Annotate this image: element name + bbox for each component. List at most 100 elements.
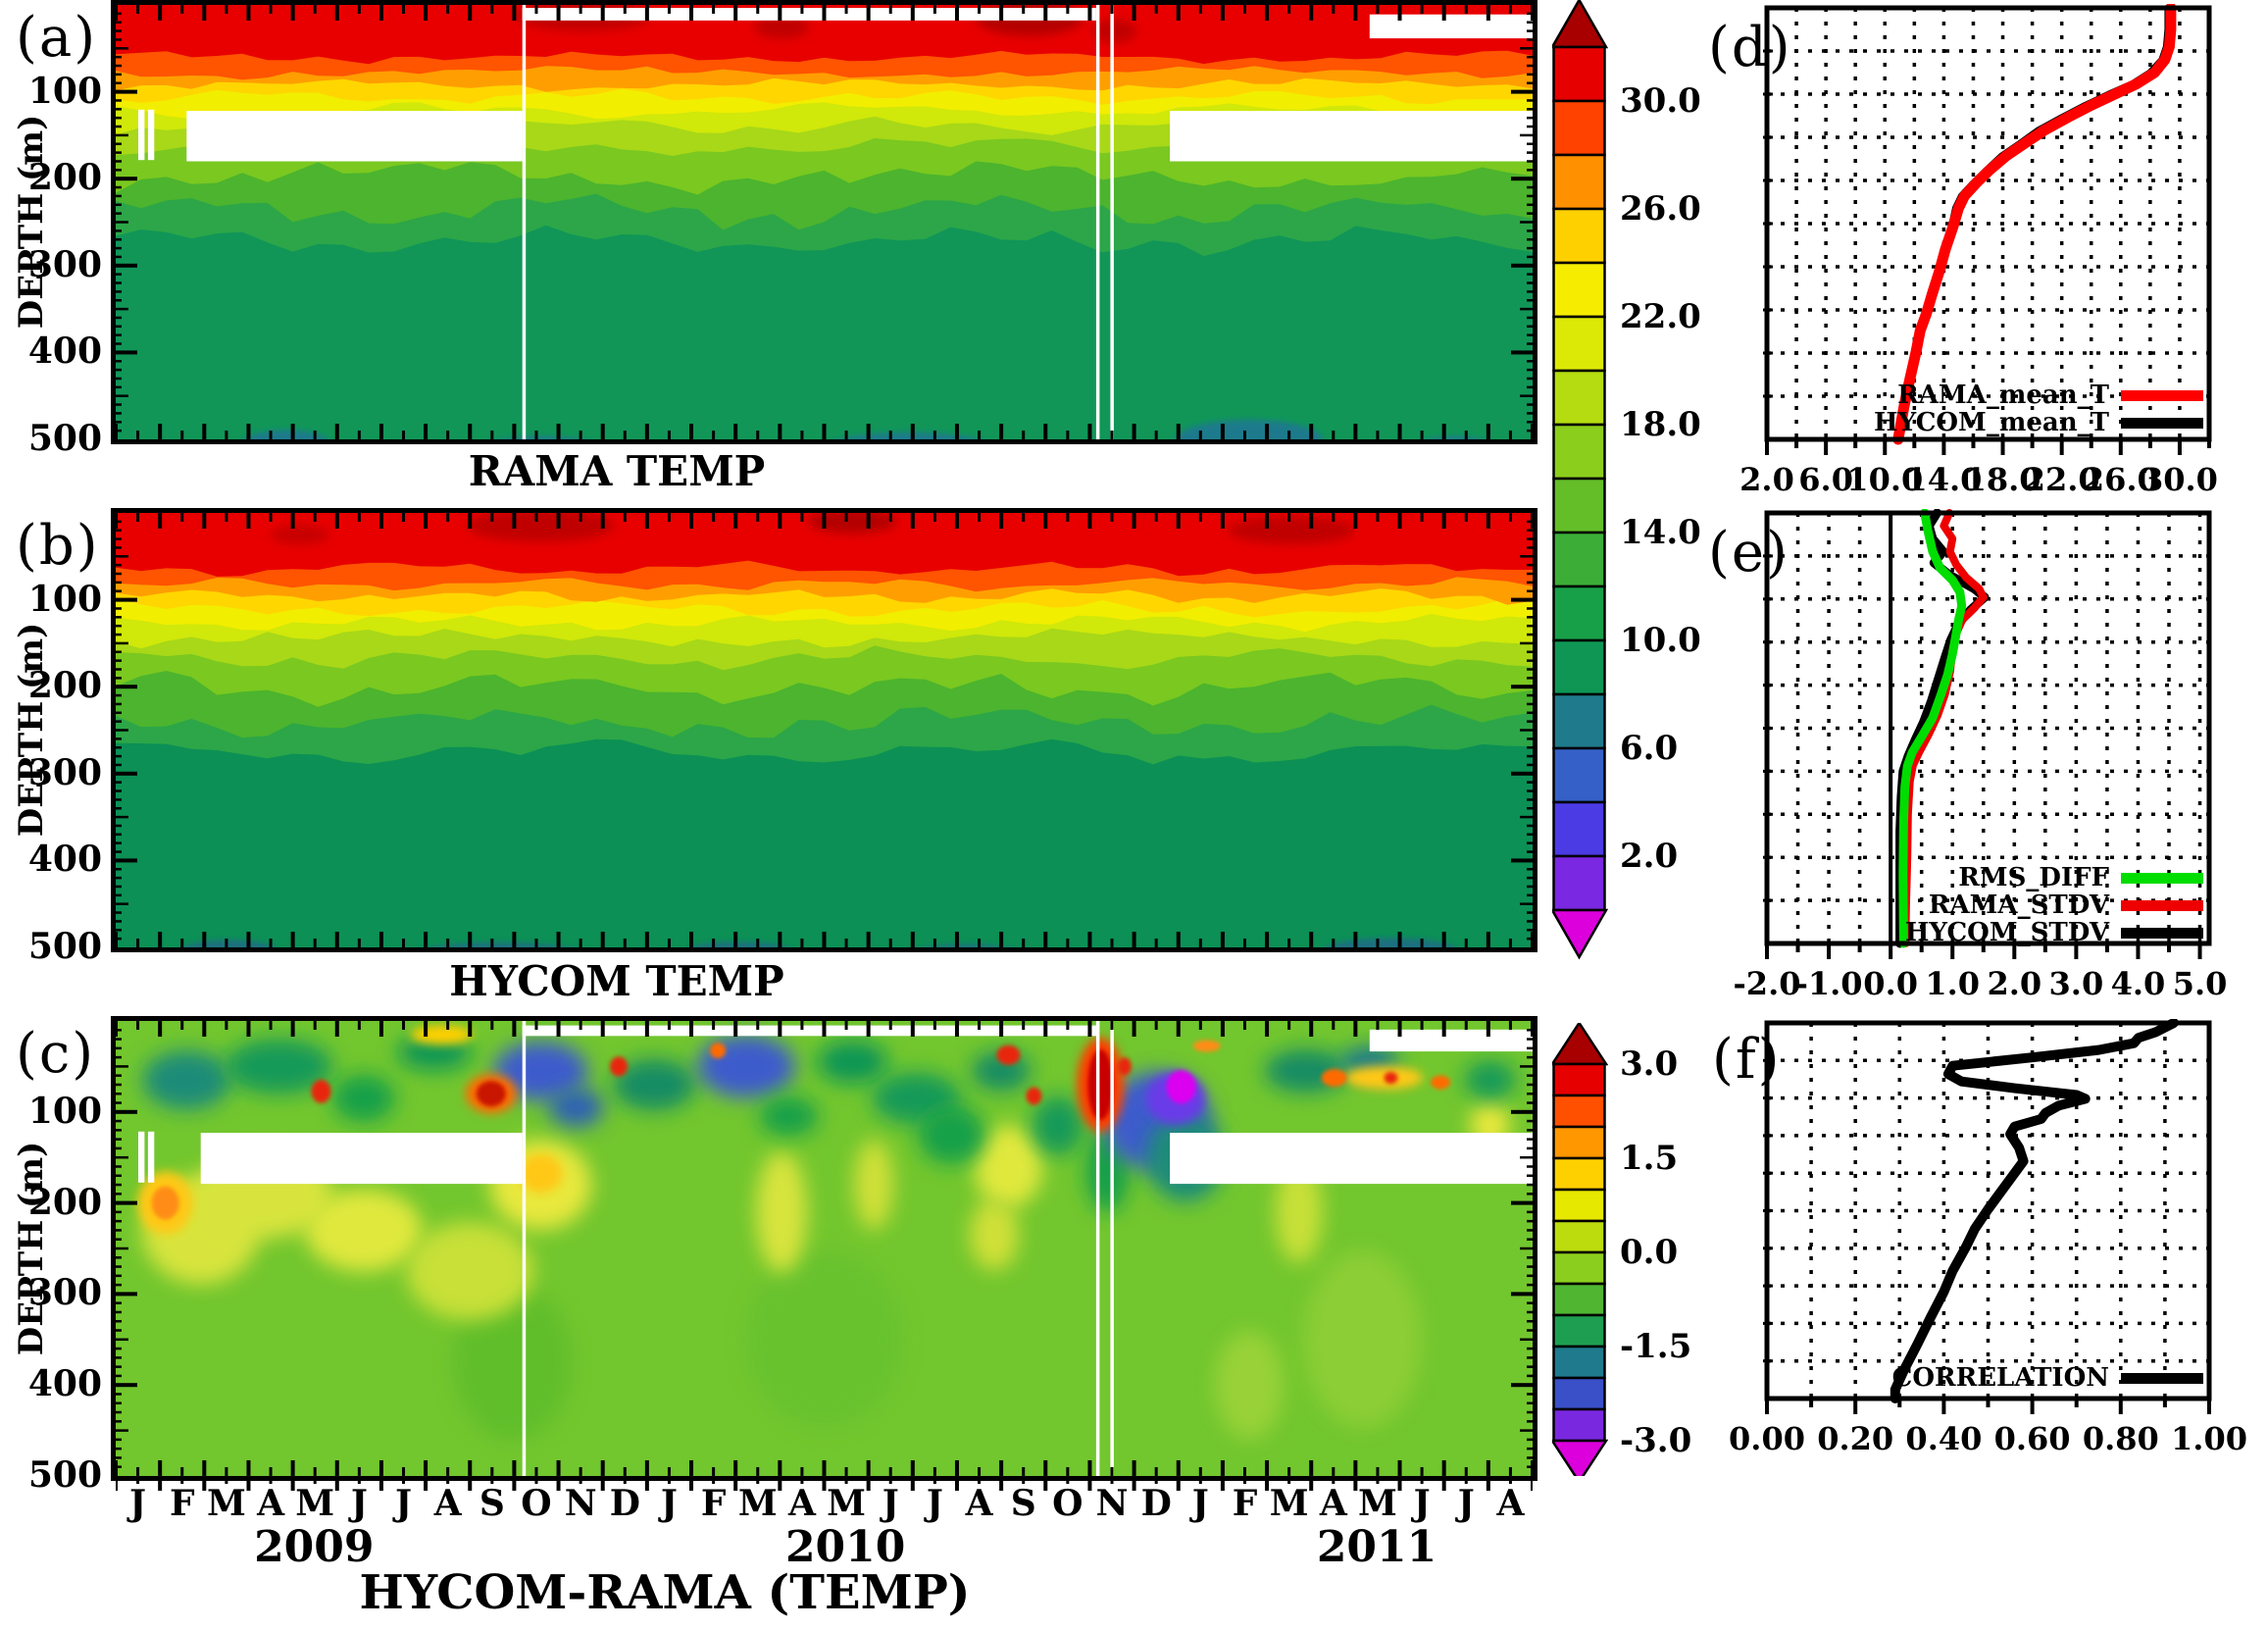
legend-label: CORRELATION (1891, 1363, 2109, 1393)
month-tick-label: S (1010, 1483, 1036, 1524)
legend-entry: RAMA_mean_T (1826, 381, 2203, 410)
month-tick-label: J (1191, 1483, 1209, 1524)
mean-temperature-profile-plot (1763, 4, 2212, 455)
depth-tick-label: 500 (27, 1454, 102, 1496)
panel-a-y-axis-label: DEPTH (m) (12, 114, 51, 330)
legend-line-swatch (2121, 417, 2203, 429)
legend-line-swatch (2121, 1372, 2203, 1384)
legend-label: HYCOM_STDV (1904, 918, 2109, 947)
x-tick-label: 18.0 (1964, 461, 2041, 498)
stdv-rms-profile-plot (1763, 509, 2212, 959)
panel-c-title: HYCOM-RAMA (TEMP) (359, 1565, 971, 1620)
legend-entry: HYCOM_mean_T (1826, 408, 2203, 437)
x-tick-label: 2.0 (1739, 461, 1794, 498)
month-tick-label: J (350, 1483, 368, 1524)
panel-c-letter: (c) (16, 1022, 96, 1086)
depth-tick-label: 100 (27, 1090, 102, 1132)
colorbar-tick-label: 2.0 (1620, 837, 1679, 876)
colorbar-tick-label: 22.0 (1620, 297, 1701, 336)
x-tick-label: 14.0 (1905, 461, 1983, 498)
depth-tick-label: 500 (27, 926, 102, 967)
legend-entry: CORRELATION (1826, 1363, 2203, 1393)
x-tick-label: 0.60 (1993, 1420, 2071, 1457)
x-tick-label: 4.0 (2110, 965, 2166, 1002)
month-tick-label: O (521, 1483, 552, 1524)
depth-tick-label: 200 (27, 157, 102, 199)
legend-label: RMS_DIFF (1958, 863, 2109, 892)
legend-line-swatch (2121, 389, 2203, 401)
month-tick-label: M (295, 1483, 335, 1524)
colorbar-tick-label: 0.0 (1620, 1233, 1679, 1272)
month-tick-label: A (433, 1483, 462, 1524)
rama-temp-contour-image (116, 5, 1533, 439)
legend-entry: RAMA_STDV (1826, 891, 2203, 920)
month-tick-label: J (926, 1483, 943, 1524)
depth-tick-label: 400 (27, 839, 102, 881)
x-tick-label: 3.0 (2048, 965, 2104, 1002)
month-tick-label: N (1095, 1483, 1129, 1524)
x-tick-label: 0.40 (1905, 1420, 1983, 1457)
colorbar-tick-label: 1.5 (1620, 1139, 1679, 1178)
panel-b-letter: (b) (16, 514, 100, 578)
panel-a-title: RAMA TEMP (468, 447, 766, 495)
month-tick-label: A (787, 1483, 816, 1524)
legend-entry: RMS_DIFF (1826, 863, 2203, 892)
month-tick-label: N (564, 1483, 597, 1524)
month-tick-label: A (257, 1483, 285, 1524)
colorbar-tick-label: -3.0 (1620, 1421, 1692, 1460)
x-tick-label: 1.0 (1925, 965, 1981, 1002)
panel-e-letter: (e) (1708, 521, 1789, 585)
month-tick-label: A (965, 1483, 993, 1524)
colorbar-tick-label: 6.0 (1620, 729, 1679, 768)
panel-c-contour-plot (111, 1016, 1537, 1481)
time-axis-ticks (116, 1476, 1533, 1491)
x-tick-label: 30.0 (2141, 461, 2218, 498)
x-tick-label: -1.0 (1794, 965, 1863, 1002)
depth-tick-label: 300 (27, 751, 102, 793)
panel-c-y-axis-label: DEPTH (m) (12, 1141, 51, 1356)
legend-line-swatch (2121, 899, 2203, 911)
colorbar-tick-label: 14.0 (1620, 513, 1701, 552)
month-tick-label: J (882, 1483, 899, 1524)
x-tick-label: 26.0 (2082, 461, 2159, 498)
temperature-colorbar (1552, 0, 1608, 960)
panel-b-y-axis-label: DEPTH (m) (12, 622, 51, 838)
month-tick-label: J (129, 1483, 147, 1524)
month-tick-label: J (394, 1483, 413, 1524)
x-tick-label: 10.0 (1846, 461, 1924, 498)
legend-label: HYCOM_mean_T (1874, 408, 2109, 437)
panel-a-contour-plot (111, 0, 1537, 444)
x-tick-label: 1.00 (2171, 1420, 2247, 1457)
month-tick-label: O (1052, 1483, 1084, 1524)
hycom-minus-rama-contour-image (116, 1021, 1533, 1476)
depth-tick-label: 400 (27, 331, 102, 373)
x-tick-label: 0.80 (2082, 1420, 2159, 1457)
panel-a-letter: (a) (16, 6, 98, 70)
month-tick-label: M (827, 1483, 866, 1524)
depth-tick-label: 300 (27, 243, 102, 285)
depth-tick-label: 200 (27, 665, 102, 707)
colorbar-tick-label: 30.0 (1620, 81, 1701, 121)
month-tick-label: F (700, 1483, 727, 1524)
month-tick-label: J (1413, 1483, 1431, 1524)
month-tick-label: D (609, 1483, 640, 1524)
legend-entry: HYCOM_STDV (1826, 918, 2203, 947)
x-tick-label: 0.0 (1863, 965, 1918, 1002)
month-tick-label: D (1140, 1483, 1172, 1524)
month-tick-label: M (1358, 1483, 1397, 1524)
correlation-profile-plot (1763, 1019, 2212, 1414)
month-tick-label: M (737, 1483, 778, 1524)
colorbar-tick-label: 18.0 (1620, 405, 1701, 444)
colorbar-tick-label: 26.0 (1620, 189, 1701, 229)
legend-line-swatch (2121, 927, 2203, 939)
legend-label: RAMA_mean_T (1897, 381, 2109, 410)
x-tick-label: 0.20 (1817, 1420, 1894, 1457)
month-tick-label: F (169, 1483, 195, 1524)
year-tick-label: 2010 (784, 1522, 906, 1572)
legend-label: RAMA_STDV (1928, 891, 2109, 920)
x-tick-label: 6.0 (1798, 461, 1853, 498)
depth-tick-label: 100 (27, 578, 102, 620)
month-tick-label: A (1319, 1483, 1347, 1524)
month-tick-label: J (660, 1483, 678, 1524)
